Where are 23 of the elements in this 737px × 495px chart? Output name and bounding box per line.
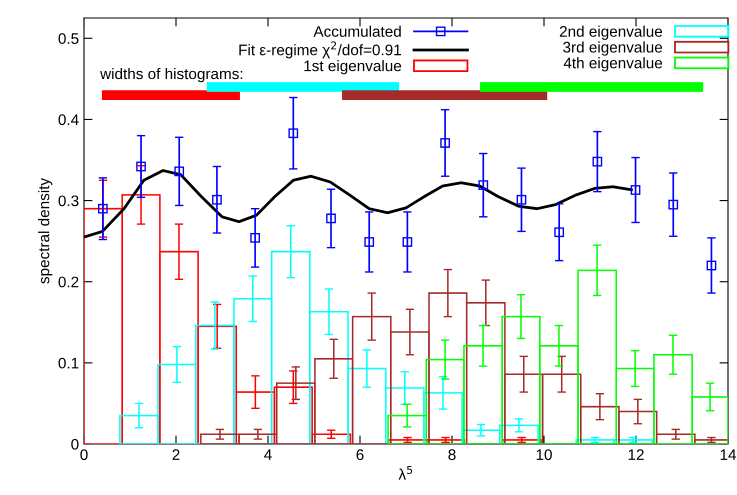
legend-label: 1st eigenvalue [304,60,402,74]
x-tick-label: 2 [172,449,180,460]
x-tick-label: 6 [356,449,364,460]
legend-label: Accumulated [313,26,401,37]
y-tick-label: 0.2 [58,276,78,288]
legend-label: Fit ε-regime χ$^{2}$/dof=0.91 [239,41,401,58]
legend-label: 2nd eigenvalue [560,26,662,40]
x-tick-label: 10 [536,449,552,460]
y-tick-label: 0 [71,438,79,450]
legend-label: 4th eigenvalue [564,57,662,72]
annotation: widths of histograms: [100,68,242,82]
y-axis-title: spectral density [38,178,52,284]
y-tick-label: 0.3 [58,195,78,206]
legend-label: 3rd eigenvalue [563,41,662,56]
x-tick-label: 14 [720,449,736,460]
x-tick-label: 0 [80,449,88,460]
y-tick-label: 0.4 [58,114,79,126]
y-tick-label: 0.5 [58,33,78,44]
x-tick-label: 8 [448,449,456,460]
x-tick-label: 4 [264,449,272,460]
x-axis-title: λ$^{5}$ [398,466,412,480]
y-tick-label: 0.1 [58,358,78,369]
x-tick-label: 12 [628,449,644,460]
